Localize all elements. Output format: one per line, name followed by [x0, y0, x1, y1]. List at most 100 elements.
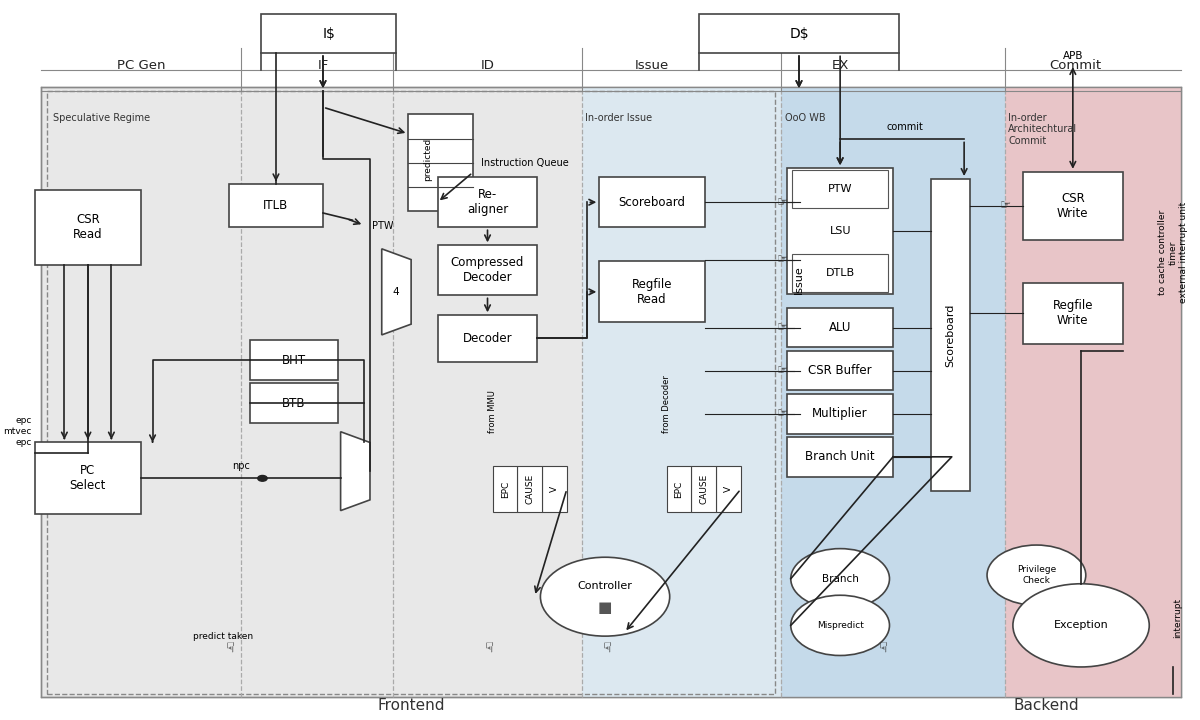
Bar	[1022, 283, 1123, 344]
Text: V: V	[724, 486, 733, 492]
Text: CAUSE: CAUSE	[700, 474, 708, 504]
Bar	[700, 14, 899, 53]
Text: mtvec: mtvec	[4, 427, 31, 436]
Text: OoO WB: OoO WB	[785, 112, 826, 122]
Text: PC
Select: PC Select	[70, 464, 106, 492]
Polygon shape	[382, 249, 412, 335]
Text: Controller: Controller	[577, 581, 632, 591]
Text: V: V	[550, 486, 559, 492]
Text: Decoder: Decoder	[463, 332, 512, 345]
Circle shape	[791, 549, 889, 609]
Bar	[1022, 172, 1123, 240]
Text: CAUSE: CAUSE	[526, 474, 534, 504]
Bar	[787, 437, 893, 477]
Text: Frontend: Frontend	[377, 698, 445, 714]
Text: npc: npc	[232, 462, 250, 471]
Text: CSR Buffer: CSR Buffer	[809, 364, 872, 377]
Text: ☞: ☞	[480, 641, 494, 653]
Bar	[691, 466, 716, 513]
Text: PTW: PTW	[372, 221, 394, 231]
Polygon shape	[341, 432, 370, 510]
Text: epc: epc	[16, 416, 31, 426]
Bar	[781, 87, 1004, 697]
Bar	[35, 443, 140, 514]
Text: Scoreboard: Scoreboard	[946, 303, 955, 366]
Text: Branch: Branch	[822, 574, 858, 584]
Bar	[792, 171, 888, 208]
Bar	[599, 261, 704, 323]
Bar	[931, 179, 970, 491]
Text: Regfile
Write: Regfile Write	[1052, 300, 1093, 328]
Text: Exception: Exception	[1054, 621, 1109, 631]
Text: D$: D$	[790, 27, 809, 40]
Bar	[250, 341, 337, 379]
Bar	[229, 184, 323, 228]
Text: epc: epc	[16, 438, 31, 447]
Bar	[438, 246, 538, 295]
Text: Branch Unit: Branch Unit	[805, 450, 875, 464]
Bar	[47, 91, 775, 693]
Text: PTW: PTW	[828, 184, 852, 194]
Text: In-order Issue: In-order Issue	[586, 112, 652, 122]
Bar	[792, 254, 888, 292]
Text: ☞: ☞	[776, 364, 788, 377]
Text: ALU: ALU	[829, 321, 851, 334]
Text: EPC: EPC	[500, 480, 510, 498]
Bar	[582, 87, 781, 697]
Text: Backend: Backend	[1013, 698, 1079, 714]
Bar	[517, 466, 542, 513]
Text: BHT: BHT	[282, 354, 306, 366]
Bar	[35, 189, 140, 265]
Text: commit: commit	[887, 122, 924, 132]
Circle shape	[791, 595, 889, 655]
Text: BTB: BTB	[282, 397, 305, 410]
Bar	[250, 383, 337, 423]
Text: IF: IF	[317, 60, 329, 73]
Text: from Decoder: from Decoder	[662, 375, 671, 433]
Text: ☞: ☞	[875, 641, 888, 653]
Text: APB: APB	[1062, 50, 1084, 60]
Text: Scoreboard: Scoreboard	[618, 196, 685, 209]
Text: predict taken: predict taken	[193, 631, 253, 641]
Bar	[716, 466, 740, 513]
Bar	[787, 308, 893, 348]
Bar	[493, 466, 517, 513]
Bar	[1004, 87, 1181, 697]
Text: In-order
Architechtural
Commit: In-order Architechtural Commit	[1008, 112, 1078, 145]
Text: ID: ID	[480, 60, 494, 73]
Text: EX: EX	[832, 60, 848, 73]
Bar	[262, 14, 396, 53]
Text: I$: I$	[323, 27, 335, 40]
Bar	[787, 394, 893, 433]
Text: CSR
Read: CSR Read	[73, 213, 103, 241]
Text: LSU: LSU	[829, 226, 851, 236]
Text: Issue: Issue	[635, 60, 670, 73]
Bar	[787, 168, 893, 294]
Bar	[667, 466, 691, 513]
Text: from MMU: from MMU	[488, 390, 497, 433]
Bar	[542, 466, 566, 513]
Text: ☞: ☞	[776, 196, 788, 209]
Text: CSR
Write: CSR Write	[1057, 192, 1088, 220]
Text: interrupt: interrupt	[1172, 598, 1182, 638]
Text: predicted: predicted	[424, 138, 432, 181]
Text: Commit: Commit	[1049, 60, 1102, 73]
Text: ☞: ☞	[776, 253, 788, 266]
Circle shape	[540, 557, 670, 636]
Bar	[41, 87, 1181, 697]
Text: PC Gen: PC Gen	[116, 60, 166, 73]
Text: Issue: Issue	[794, 265, 804, 294]
Text: Multiplier: Multiplier	[812, 408, 868, 420]
Circle shape	[988, 545, 1086, 606]
Text: Instruction Queue: Instruction Queue	[481, 158, 569, 168]
Text: Privilege
Check: Privilege Check	[1016, 565, 1056, 585]
Bar	[787, 351, 893, 390]
Text: 4: 4	[392, 287, 400, 297]
Text: ITLB: ITLB	[263, 199, 288, 212]
Text: ☞: ☞	[1000, 199, 1010, 212]
Text: ☞: ☞	[598, 641, 612, 653]
Text: ■: ■	[598, 600, 612, 615]
Text: Compressed
Decoder: Compressed Decoder	[451, 256, 524, 284]
Bar	[599, 177, 704, 228]
Text: Speculative Regime: Speculative Regime	[53, 112, 150, 122]
